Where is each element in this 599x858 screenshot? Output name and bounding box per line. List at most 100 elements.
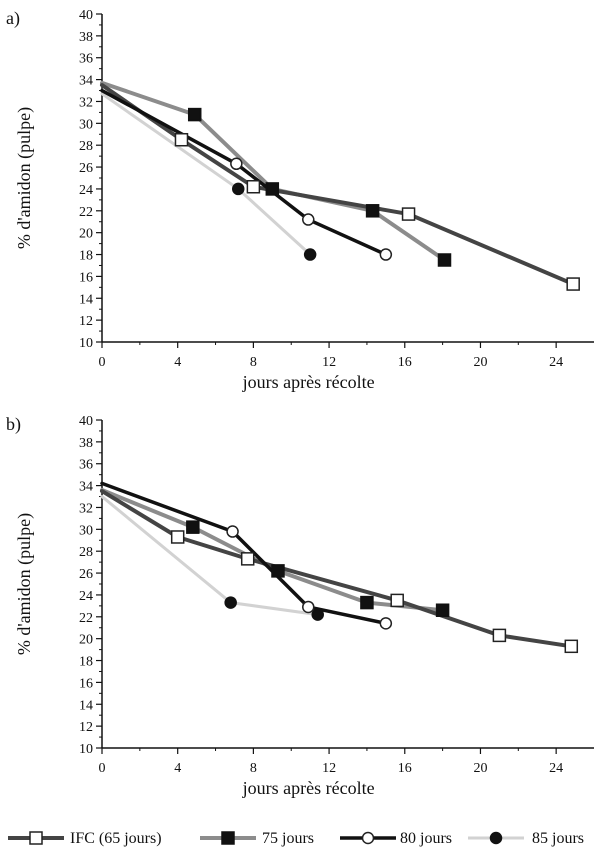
y-tick-label: 18 [79, 655, 93, 670]
x-tick-label: 8 [250, 355, 257, 370]
x-tick-label: 0 [99, 761, 106, 776]
data-point-ifc-65-jours [246, 179, 261, 194]
x-tick-label: 12 [322, 761, 336, 776]
y-tick-label: 16 [79, 676, 93, 691]
data-point-85-jours [224, 596, 237, 609]
y-tick-label: 18 [79, 249, 93, 264]
x-tick-label: 16 [398, 761, 412, 776]
legend: IFC (65 jours) 75 jours 80 jours 85 jours [8, 830, 584, 847]
legend-label: 80 jours [400, 830, 452, 847]
data-point-85-jours [231, 182, 245, 196]
y-tick-label: 28 [79, 139, 93, 154]
series-line-80-jours [100, 481, 388, 626]
x-tick-label: 12 [322, 355, 336, 370]
y-tick-label: 10 [79, 336, 93, 351]
data-point-75-jours [186, 520, 200, 534]
y-tick-label: 40 [79, 414, 93, 429]
legend-label: 85 jours [532, 830, 584, 847]
y-tick-label: 16 [79, 270, 93, 285]
data-point-80-jours [379, 617, 393, 630]
panel-label: b) [6, 414, 21, 435]
chart-panel-b: 10 12 14 16 18 20 22 24 26 28 30 32 34 36 38 40 0 4 8 12 16 2… [6, 414, 594, 798]
legend-label: 75 jours [262, 830, 314, 847]
legend-item-75-jours: 75 jours [200, 830, 314, 847]
x-tick-label: 20 [473, 355, 487, 370]
y-tick-label: 20 [79, 227, 93, 242]
data-point-80-jours [379, 248, 393, 261]
x-axis-label: jours après récolte [242, 778, 375, 798]
x-tick-label: 4 [174, 761, 181, 776]
y-tick-label: 36 [79, 52, 93, 67]
y-tick-label: 10 [79, 742, 93, 757]
x-tick-label: 20 [473, 761, 487, 776]
y-tick-label: 38 [79, 30, 93, 45]
legend-label: IFC (65 jours) [70, 830, 162, 847]
y-tick-label: 26 [79, 161, 93, 176]
series-line-75-jours [100, 487, 445, 613]
x-tick-label: 24 [549, 761, 563, 776]
y-tick-label: 12 [79, 720, 93, 735]
legend-marker-ifc-65-jours [29, 831, 43, 845]
data-point-75-jours [437, 253, 452, 267]
data-point-75-jours [360, 595, 374, 610]
series-line-85-jours [100, 495, 320, 617]
y-tick-label: 32 [79, 501, 93, 516]
legend-marker-75-jours [221, 831, 235, 845]
y-tick-label: 34 [79, 480, 93, 495]
series-line-75-jours [100, 80, 447, 262]
data-point-75-jours [435, 603, 450, 617]
series-line-ifc-65-jours [100, 83, 576, 287]
y-tick-label: 24 [79, 589, 93, 604]
y-axis-label: % d'amidon (pulpe) [14, 513, 35, 655]
data-point-75-jours [365, 204, 380, 218]
legend-marker-80-jours [361, 831, 375, 845]
y-tick-label: 22 [79, 611, 93, 626]
y-tick-label: 40 [79, 8, 93, 23]
y-tick-label: 12 [79, 314, 93, 329]
x-tick-label: 4 [174, 355, 181, 370]
y-axis-label: % d'amidon (pulpe) [14, 107, 35, 249]
y-tick-label: 26 [79, 567, 93, 582]
data-point-80-jours [230, 157, 243, 171]
data-point-80-jours [302, 600, 315, 614]
series-line-85-jours [100, 92, 312, 257]
y-tick-label: 20 [79, 633, 93, 648]
x-tick-label: 16 [398, 355, 412, 370]
y-tick-label: 14 [79, 292, 93, 307]
data-point-ifc-65-jours [564, 639, 579, 654]
data-point-ifc-65-jours [170, 530, 185, 544]
x-tick-label: 24 [549, 355, 563, 370]
y-tick-label: 28 [79, 545, 93, 560]
data-point-ifc-65-jours [492, 628, 507, 643]
y-tick-label: 32 [79, 95, 93, 110]
legend-item-ifc-65-jours: IFC (65 jours) [8, 830, 162, 847]
data-point-ifc-65-jours [401, 207, 416, 221]
data-point-80-jours [302, 213, 315, 226]
y-tick-label: 36 [79, 458, 93, 473]
legend-item-85-jours: 85 jours [468, 830, 584, 847]
y-tick-label: 34 [79, 74, 93, 89]
y-tick-label: 30 [79, 117, 93, 132]
series-line-80-jours [100, 88, 388, 257]
data-point-85-jours [303, 248, 317, 261]
data-point-ifc-65-jours [566, 277, 580, 291]
chart-panel-a: 10 12 14 16 18 20 22 24 26 28 30 32 34 36 38 40 0 4 8 12 16 2… [6, 8, 594, 392]
data-point-75-jours [265, 182, 280, 196]
x-axis-label: jours après récolte [242, 372, 375, 392]
data-point-ifc-65-jours [390, 593, 404, 608]
y-tick-label: 14 [79, 698, 93, 713]
data-point-ifc-65-jours [174, 132, 189, 147]
series-line-ifc-65-jours [100, 489, 574, 649]
x-tick-label: 8 [250, 761, 257, 776]
data-point-85-jours [311, 608, 324, 621]
data-point-75-jours [271, 564, 285, 578]
y-tick-label: 22 [79, 205, 93, 220]
y-tick-label: 30 [79, 523, 93, 538]
y-tick-label: 24 [79, 183, 93, 198]
legend-marker-85-jours [489, 831, 503, 845]
y-tick-label: 38 [79, 436, 93, 451]
data-point-ifc-65-jours [240, 552, 255, 566]
legend-item-80-jours: 80 jours [340, 830, 452, 847]
x-tick-label: 0 [99, 355, 106, 370]
